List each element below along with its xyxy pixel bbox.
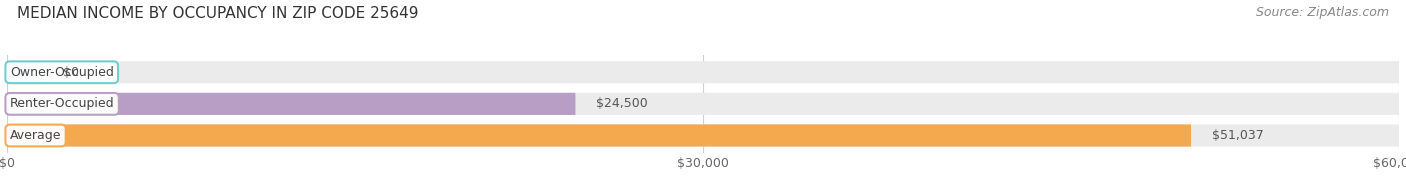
- FancyBboxPatch shape: [7, 124, 1191, 147]
- Text: Average: Average: [10, 129, 62, 142]
- FancyBboxPatch shape: [7, 124, 1399, 147]
- Text: MEDIAN INCOME BY OCCUPANCY IN ZIP CODE 25649: MEDIAN INCOME BY OCCUPANCY IN ZIP CODE 2…: [17, 6, 419, 21]
- Text: $51,037: $51,037: [1212, 129, 1264, 142]
- Text: Source: ZipAtlas.com: Source: ZipAtlas.com: [1256, 6, 1389, 19]
- FancyBboxPatch shape: [7, 93, 575, 115]
- FancyBboxPatch shape: [7, 61, 42, 83]
- FancyBboxPatch shape: [7, 61, 1399, 83]
- Text: Renter-Occupied: Renter-Occupied: [10, 97, 114, 110]
- Text: $0: $0: [63, 66, 79, 79]
- Text: $24,500: $24,500: [596, 97, 648, 110]
- FancyBboxPatch shape: [7, 93, 1399, 115]
- Text: Owner-Occupied: Owner-Occupied: [10, 66, 114, 79]
